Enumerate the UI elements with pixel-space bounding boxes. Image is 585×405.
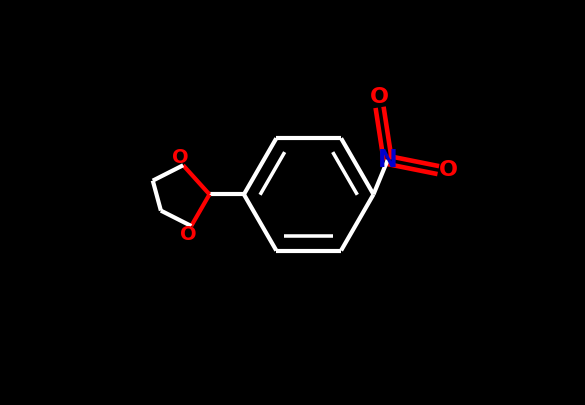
Text: O: O [171,149,188,167]
Text: N: N [378,148,398,172]
Text: O: O [180,226,197,244]
Text: O: O [370,87,389,107]
Text: O: O [439,160,458,180]
